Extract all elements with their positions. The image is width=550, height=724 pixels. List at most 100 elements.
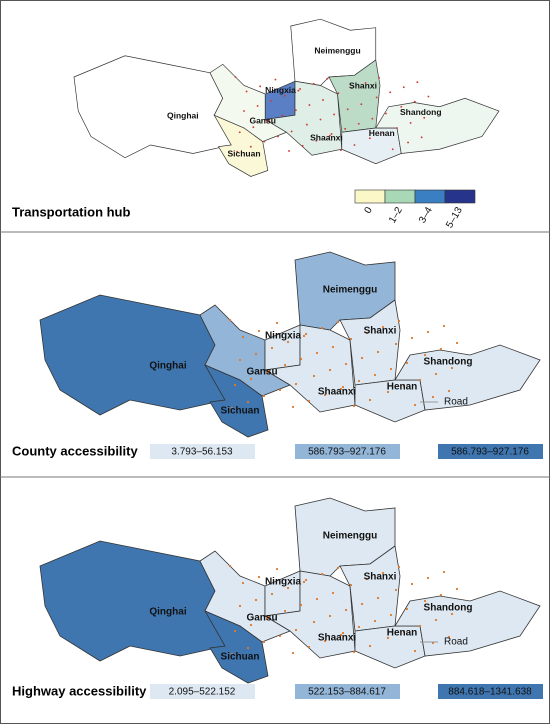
county-dot	[267, 119, 270, 122]
county-dot	[246, 646, 250, 650]
county-dot	[413, 403, 417, 407]
province-label: Shanxi	[364, 326, 397, 337]
county-dot	[410, 582, 414, 586]
county-dot	[423, 599, 427, 603]
county-dot	[259, 85, 262, 88]
county-dot	[357, 122, 360, 125]
map: Qinghai Gansu Sichuan Ningxia Neimenggu Shaan…	[39, 497, 541, 684]
county-dot	[304, 578, 308, 582]
county-dot	[315, 597, 319, 601]
province-label: Shandong	[424, 357, 473, 368]
province-label: Gansu	[249, 115, 275, 125]
county-dot	[328, 368, 332, 372]
county-dot	[307, 645, 311, 649]
county-dot	[252, 126, 255, 129]
province-label: Henan	[369, 128, 395, 138]
province-label: Sichuan	[221, 652, 260, 663]
county-dot	[299, 357, 303, 361]
county-dot	[315, 139, 318, 142]
county-dot	[320, 572, 324, 576]
legend-swatch	[150, 444, 255, 459]
county-dot	[418, 624, 422, 628]
county-dot	[420, 136, 423, 139]
county-dot	[431, 395, 435, 399]
county-dot	[357, 379, 361, 383]
province	[339, 299, 401, 386]
county-dot	[307, 399, 311, 403]
county-dot	[389, 613, 393, 617]
county-dot	[291, 405, 295, 409]
county-dot	[245, 90, 248, 93]
county-dot	[302, 580, 306, 584]
province-label: Sichuan	[221, 406, 260, 417]
county-dot	[396, 127, 398, 129]
county-dot	[305, 123, 308, 126]
province-label: Shanxi	[349, 81, 377, 91]
county-dot	[323, 393, 327, 397]
county-dot	[402, 384, 406, 388]
province-label: Ningxia	[265, 85, 296, 95]
county-dot	[270, 592, 274, 596]
county-dot	[378, 76, 381, 79]
county-dot	[368, 398, 372, 402]
county-dot	[297, 89, 300, 92]
county-dot	[283, 363, 287, 367]
county-dot	[262, 394, 266, 398]
province	[375, 97, 500, 154]
province	[204, 610, 269, 684]
county-dot	[375, 96, 378, 99]
county-dot	[265, 617, 269, 621]
county-dot	[254, 352, 258, 356]
county-dot	[442, 570, 446, 574]
road-label: Road	[444, 397, 468, 408]
county-dot	[368, 644, 372, 648]
county-dot	[447, 635, 451, 639]
county-dot	[249, 623, 253, 627]
county-dot	[286, 340, 290, 344]
county-dot	[234, 76, 237, 78]
county-dot	[274, 78, 277, 81]
county-dot	[322, 99, 324, 101]
county-dot	[315, 351, 319, 355]
county-dot	[368, 137, 371, 140]
county-dot	[294, 382, 298, 386]
county-dot	[364, 82, 367, 84]
county-dot	[249, 145, 252, 148]
county-dot	[249, 377, 253, 381]
county-dot	[385, 112, 387, 115]
legend-swatch	[354, 189, 386, 204]
county-dot	[418, 378, 422, 382]
county-dot	[278, 388, 282, 392]
legend-swatch	[150, 684, 255, 699]
county-dot	[302, 334, 306, 338]
legend-label: 586.793–927.176	[308, 447, 386, 458]
county-dot	[357, 625, 361, 629]
county-dot	[373, 373, 377, 377]
county-dot	[394, 588, 398, 592]
county-dot	[386, 390, 390, 394]
county-dot	[308, 104, 311, 106]
county-dot	[352, 404, 356, 408]
county-dot	[228, 318, 232, 322]
county-dot	[267, 369, 271, 373]
county-dot	[371, 117, 374, 120]
county-dot	[405, 607, 409, 611]
county-dot	[442, 324, 446, 328]
county-dot	[278, 634, 282, 638]
county-dot	[389, 367, 393, 371]
panel-title: Highway accessibility	[12, 683, 147, 698]
county-dot	[423, 353, 427, 357]
county-dot	[283, 609, 287, 613]
county-dot	[336, 320, 340, 324]
county-dot	[426, 576, 430, 580]
county-dot	[328, 614, 332, 618]
county-dot	[389, 91, 392, 94]
legend-label: 2.095–522.152	[169, 687, 236, 698]
county-dot	[341, 385, 345, 389]
county-dot	[283, 94, 286, 97]
county-dot	[341, 631, 345, 635]
legend-swatch	[438, 444, 543, 459]
county-dot	[291, 651, 295, 655]
legend-label: 3.793–56.153	[171, 447, 233, 458]
